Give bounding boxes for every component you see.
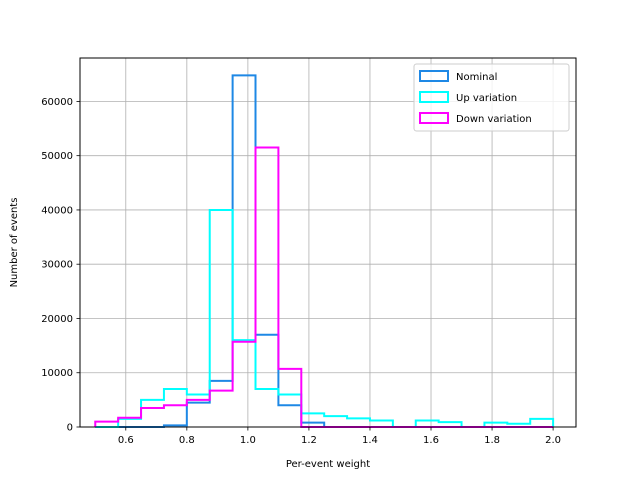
x-tick-label: 1.8 [484,435,500,446]
y-tick-label: 20000 [41,314,73,325]
y-axis-label: Number of events [9,198,20,288]
y-tick-label: 10000 [41,368,73,379]
legend: Nominal Up variation Down variation [413,63,570,132]
x-tick-label: 1.0 [240,435,256,446]
y-tick-label: 60000 [41,97,73,108]
x-tick-label: 1.2 [301,435,317,446]
series-step-line-1 [95,208,555,428]
x-tick-label: 0.8 [179,435,195,446]
x-axis-ticks: 0.6 0.8 1.0 1.2 1.4 1.6 1.8 2.0 [118,427,561,446]
y-tick-label: 0 [67,423,73,434]
legend-label-2: Down variation [456,114,532,125]
legend-swatch-2 [419,112,449,124]
legend-swatch-1 [419,91,449,103]
legend-label-1: Up variation [456,93,517,104]
x-tick-label: 1.6 [423,435,439,446]
legend-swatch-0 [419,70,449,82]
x-tick-label: 2.0 [545,435,561,446]
legend-label-0: Nominal [456,72,497,83]
y-tick-label: 50000 [41,151,73,162]
y-tick-label: 40000 [41,205,73,216]
y-axis-ticks: 0 10000 20000 30000 40000 50000 60000 [41,97,80,434]
y-tick-label: 30000 [41,260,73,271]
plot-frame [79,57,577,428]
x-axis-label: Per-event weight [286,459,370,470]
x-tick-label: 0.6 [118,435,134,446]
legend-box [413,63,570,132]
x-tick-label: 1.4 [362,435,378,446]
